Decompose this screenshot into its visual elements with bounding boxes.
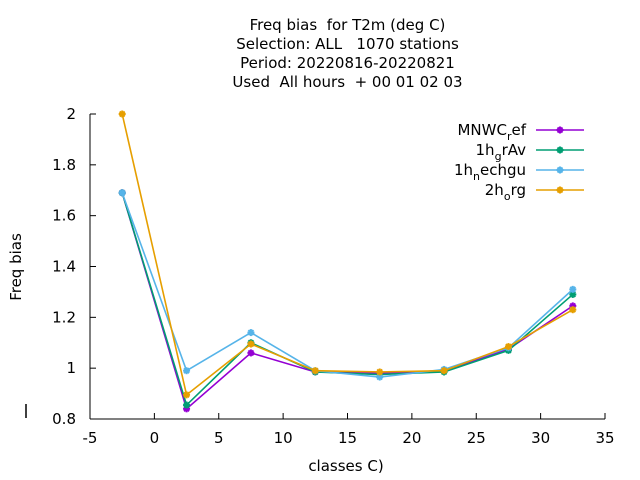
x-tick-label: 10: [274, 429, 293, 447]
legend-entry: 2horg: [485, 181, 584, 203]
series-line: [121, 192, 574, 378]
data-point: [183, 367, 191, 375]
x-tick-label: 0: [150, 429, 160, 447]
data-point: [247, 340, 255, 348]
data-point: [183, 391, 191, 399]
data-point: [556, 126, 564, 134]
x-tick-label: 30: [531, 429, 550, 447]
data-point: [118, 110, 126, 118]
data-point: [556, 166, 564, 174]
data-point: [569, 306, 577, 314]
title-line-3: Period: 20220816-20220821: [240, 54, 455, 72]
legend-label: 2horg: [485, 181, 526, 203]
x-tick-label: 15: [338, 429, 357, 447]
data-point: [569, 290, 577, 298]
series-1: [118, 189, 577, 413]
data-point: [247, 329, 255, 337]
series-line: [121, 113, 574, 397]
legend-entry: MNWCref: [457, 121, 584, 143]
data-point: [311, 367, 319, 375]
series-line: [121, 192, 574, 411]
title-line-2: Selection: ALL 1070 stations: [236, 35, 459, 53]
y-tick-label: 0.8: [52, 410, 76, 428]
data-point: [183, 401, 191, 409]
data-point: [440, 367, 448, 375]
data-point: [556, 186, 564, 194]
x-axis-label: classes C): [308, 457, 383, 475]
x-tick-label: 25: [467, 429, 486, 447]
y-tick-label: 1.8: [52, 156, 76, 174]
legend-entry: 1hnechgu: [454, 161, 584, 183]
data-point: [504, 343, 512, 351]
y-axis-label: Freq bias: [7, 233, 25, 301]
data-point: [556, 146, 564, 154]
x-tick-label: 35: [595, 429, 614, 447]
legend-label: 1hgrAv: [476, 141, 527, 163]
legend-entry: 1hgrAv: [476, 141, 584, 163]
y-tick-label: 2: [66, 105, 76, 123]
legend-label: 1hnechgu: [454, 161, 526, 183]
x-tick-label: 20: [402, 429, 421, 447]
data-point: [569, 285, 577, 293]
x-tick-label: -5: [83, 429, 98, 447]
title-line-4: Used All hours + 00 01 02 03: [232, 73, 463, 91]
data-point: [376, 368, 384, 376]
y-tick-label: 1: [66, 359, 76, 377]
y-tick-label: 1.2: [52, 308, 76, 326]
chart-title: Freq bias for T2m (deg C) Selection: ALL…: [90, 16, 605, 92]
data-point: [118, 189, 126, 197]
axes: -5 0 5 10 15 20 25 30 35 0.8 1 1.2 1.4 1.6 1.8 2: [25, 105, 615, 447]
data-point: [247, 349, 255, 357]
title-line-1: Freq bias for T2m (deg C): [249, 16, 446, 34]
series-4: [118, 110, 577, 399]
legend-label: MNWCref: [457, 121, 526, 143]
series-layer: [118, 110, 577, 413]
series-2: [118, 189, 577, 409]
x-tick-label: 5: [214, 429, 224, 447]
y-tick-label: 1.4: [52, 258, 76, 276]
y-tick-label: 1.6: [52, 207, 76, 225]
